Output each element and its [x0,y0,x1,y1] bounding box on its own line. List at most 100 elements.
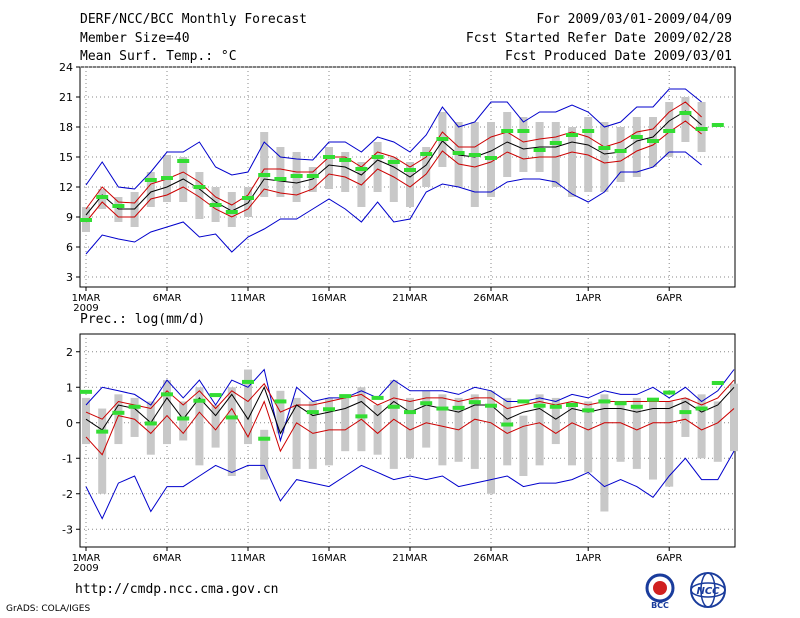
observed-marker [468,400,481,405]
observed-marker [517,399,530,404]
ensemble-box [244,187,252,217]
ensemble-box [211,405,220,448]
y-tick-label: 9 [66,211,73,224]
ensemble-box [632,117,641,177]
ensemble-box [697,394,706,459]
ensemble-box [584,401,593,473]
ensemble-box [438,394,447,466]
observed-marker [533,403,546,408]
y-tick-label: 18 [59,121,73,134]
ensemble-box [487,390,495,494]
produced-date-label: Fcst Produced Date 2009/03/01 [505,49,732,64]
y-tick-label: 3 [66,271,73,284]
observed-marker [582,129,595,133]
observed-marker [566,403,578,407]
observed-marker [436,137,449,141]
x-tick-label: 1APR [575,293,601,304]
x-tick-label: 1APR [575,553,601,564]
svg-text:BCC: BCC [651,601,669,610]
observed-marker [258,173,271,177]
source-url[interactable]: http://cmdp.ncc.cma.gov.cn [75,582,279,597]
observed-marker [128,404,141,409]
observed-marker [96,429,109,434]
observed-marker [274,399,287,404]
ensemble-box [519,415,528,476]
ensemble-box [470,122,479,207]
observed-marker [387,404,400,409]
observed-marker [420,152,433,156]
x-tick-label: 21MAR [392,553,427,564]
prec-panel-title: Prec.: log(mm/d) [80,312,205,327]
ensemble-box [82,397,90,445]
ensemble-box [146,172,155,207]
observed-marker [711,123,724,127]
ensemble-box [373,405,382,455]
observed-marker [436,406,449,411]
ensemble-box [146,401,155,455]
x-tick-label: 11MAR [230,293,265,304]
observed-marker [663,129,676,133]
ensemble-box [406,162,414,207]
bcc-logo: BCC [645,573,675,610]
y-tick-label: 1 [66,381,73,394]
x-tick-label: 1MAR [72,293,101,304]
ensemble-box [681,397,690,437]
chart-title: DERF/NCC/BCC Monthly Forecast [80,12,307,27]
observed-marker [501,129,514,133]
x-tick-label: 21MAR [392,293,427,304]
observed-marker [225,210,238,214]
y-tick-label: -2 [62,488,73,501]
series-line-min [85,450,735,520]
y-tick-label: 2 [66,346,73,359]
y-tick-label: -3 [62,523,73,536]
observed-marker [290,174,303,178]
ensemble-box [276,147,285,197]
refer-date-label: Fcst Started Refer Date 2009/02/28 [465,31,732,46]
ensemble-box [681,97,690,142]
observed-marker [468,153,481,157]
observed-marker [161,392,173,397]
ensemble-box [389,380,398,469]
observed-marker [339,158,352,162]
observed-marker [371,395,384,400]
x-tick-label: 6APR [656,293,682,304]
observed-marker [598,399,611,404]
ensemble-box [665,401,674,487]
observed-marker [647,397,659,402]
observed-marker [193,398,206,403]
observed-marker [258,436,271,441]
observed-marker [144,421,157,426]
ensemble-box [325,397,333,466]
observed-marker [209,393,222,398]
ensemble-box [568,127,576,197]
observed-marker [225,415,238,420]
observed-marker [242,379,254,384]
observed-marker [549,141,562,145]
member-size-label: Member Size=40 [80,31,190,46]
series-line-upper [85,101,702,210]
y-tick-label: 15 [59,151,73,164]
series-line-max [85,368,735,443]
observed-marker [355,414,368,419]
x-tick-label: 1MAR [72,553,101,564]
ensemble-box [503,397,512,466]
observed-marker [679,111,692,115]
series-line-max [85,88,702,190]
ensemble-box [244,369,252,445]
ensemble-box [341,152,350,192]
svg-text:NCC: NCC [696,586,720,597]
observed-marker [177,159,190,163]
ensemble-box [163,380,171,445]
observed-marker [323,407,335,412]
ensemble-box [260,429,269,480]
ensemble-box [227,192,236,227]
observed-marker [323,155,335,159]
observed-marker [242,196,254,200]
ensemble-box [649,401,657,480]
observed-marker [274,177,287,181]
x-tick-label: 11MAR [230,553,265,564]
ensemble-box [713,401,722,462]
observed-marker [452,405,465,410]
ncc-logo: NCC [690,572,726,608]
